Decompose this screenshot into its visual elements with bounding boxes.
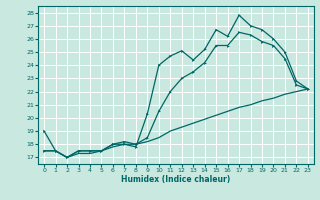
X-axis label: Humidex (Indice chaleur): Humidex (Indice chaleur) — [121, 175, 231, 184]
